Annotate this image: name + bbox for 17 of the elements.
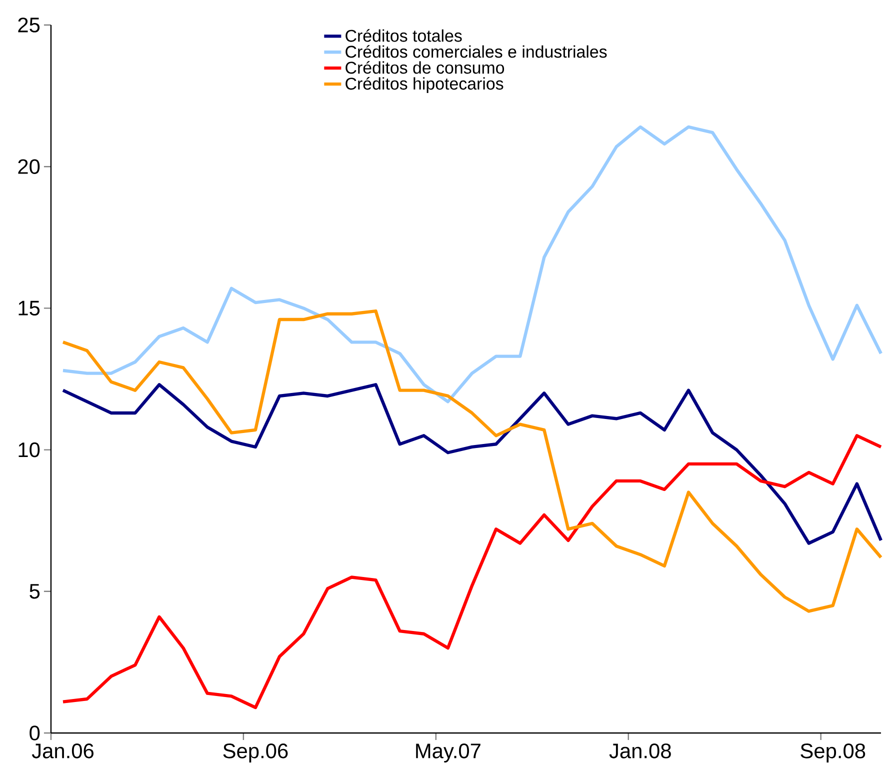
x-tick-label: Sep.06	[223, 744, 288, 762]
line-series	[61, 125, 883, 404]
y-tick-label: 5	[30, 584, 40, 599]
y-tick-label: 10	[18, 442, 40, 458]
line-series	[61, 309, 883, 613]
y-tick-label: 0	[30, 726, 40, 740]
y-tick-label: 15	[18, 300, 40, 316]
legend-label: Créditos comerciales e industriales	[346, 45, 607, 58]
legend-label: Créditos totales	[346, 29, 462, 42]
x-tick-label: Jan.06	[32, 744, 94, 758]
legend-label: Créditos de consumo	[346, 61, 504, 74]
y-tick-label: 20	[18, 159, 40, 174]
x-tick-label: Jan.08	[609, 744, 671, 758]
x-tick-label: Sep.08	[800, 744, 866, 762]
legend-label: Créditos hipotecarios	[346, 77, 504, 94]
y-tick-label: 25	[18, 18, 40, 32]
x-tick-label: May.07	[416, 744, 480, 762]
